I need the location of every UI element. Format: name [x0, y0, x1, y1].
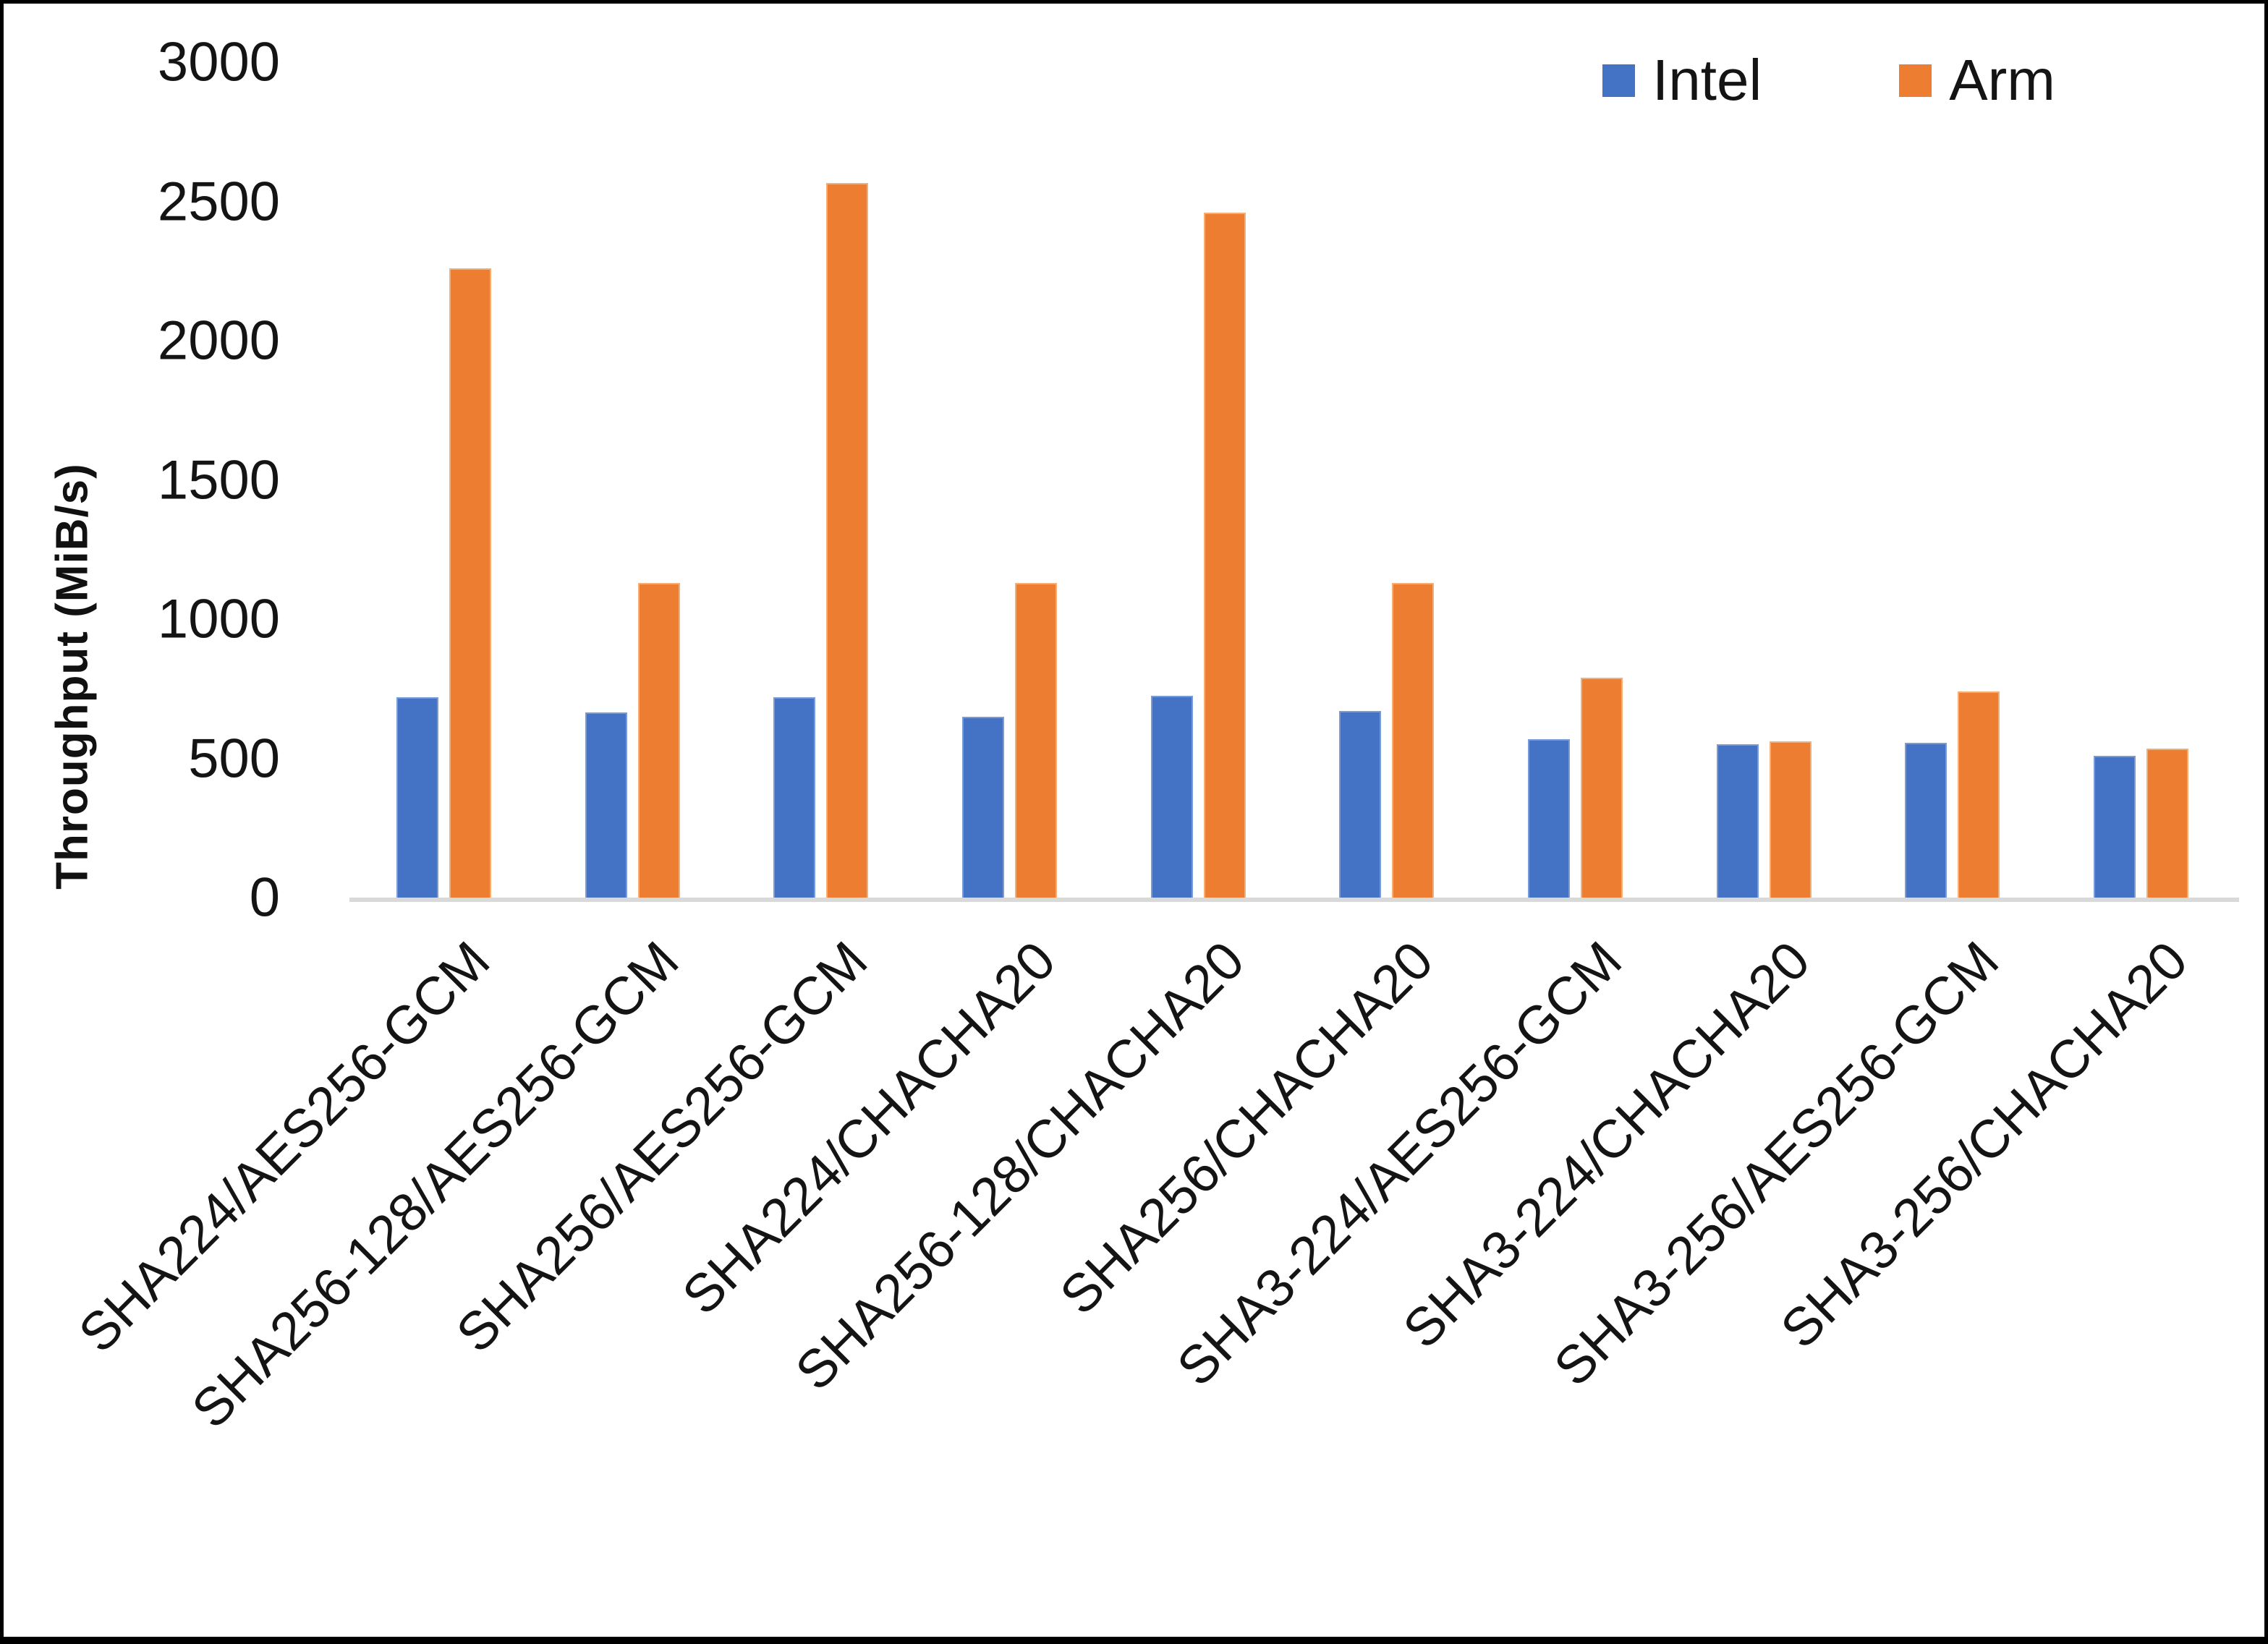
- x-axis-line: [349, 898, 2239, 902]
- bar-group-4: [1104, 62, 1293, 898]
- bar-intel-6: [1528, 738, 1571, 898]
- plot-area: [349, 62, 2235, 898]
- bar-arm-9: [2146, 749, 2189, 898]
- bar-arm-6: [1581, 677, 1623, 898]
- legend-item-intel: Intel: [1602, 47, 1762, 114]
- y-tick-label-500: 500: [188, 728, 280, 789]
- y-tick-label-3000: 3000: [157, 31, 280, 93]
- bar-group-3: [915, 62, 1104, 898]
- bar-intel-0: [396, 697, 438, 898]
- bar-intel-3: [961, 716, 1004, 898]
- bar-group-9: [2047, 62, 2235, 898]
- bar-arm-4: [1203, 212, 1246, 898]
- bar-intel-8: [1905, 743, 1948, 898]
- bar-group-0: [349, 62, 538, 898]
- bar-intel-5: [1339, 711, 1382, 898]
- bar-arm-7: [1769, 741, 1812, 898]
- bar-intel-4: [1150, 695, 1193, 898]
- legend-swatch-intel: [1602, 64, 1635, 97]
- legend-label-arm: Arm: [1949, 48, 2055, 112]
- y-tick-label-2500: 2500: [157, 171, 280, 232]
- legend-label-intel: Intel: [1652, 48, 1762, 112]
- bar-arm-8: [1958, 691, 2000, 898]
- legend-swatch-arm: [1899, 64, 1932, 97]
- bar-arm-3: [1014, 582, 1057, 898]
- x-category-label-3: SHA224/CHACHA20: [671, 929, 1067, 1326]
- bar-group-8: [1859, 62, 2047, 898]
- y-tick-label-1500: 1500: [157, 449, 280, 511]
- y-tick-label-1000: 1000: [157, 588, 280, 650]
- legend: Intel Arm: [1602, 47, 2055, 114]
- bar-group-5: [1293, 62, 1482, 898]
- bar-arm-1: [637, 582, 680, 898]
- bar-groups: [349, 62, 2235, 898]
- bar-group-1: [538, 62, 727, 898]
- bar-intel-7: [1716, 744, 1759, 898]
- y-axis-title: Throughput (MiB/s): [47, 463, 98, 890]
- bar-intel-2: [773, 697, 816, 898]
- bar-group-7: [1670, 62, 1859, 898]
- bar-intel-1: [585, 712, 627, 898]
- bar-group-6: [1481, 62, 1670, 898]
- legend-item-arm: Arm: [1899, 47, 2055, 114]
- bar-arm-0: [449, 268, 491, 898]
- y-tick-label-0: 0: [249, 866, 280, 929]
- x-category-label-5: SHA256/CHACHA20: [1048, 929, 1445, 1326]
- bar-arm-2: [826, 183, 869, 898]
- bar-intel-9: [2094, 755, 2136, 898]
- bar-group-2: [726, 62, 915, 898]
- y-tick-label-2000: 2000: [157, 310, 280, 372]
- bar-arm-5: [1392, 582, 1435, 898]
